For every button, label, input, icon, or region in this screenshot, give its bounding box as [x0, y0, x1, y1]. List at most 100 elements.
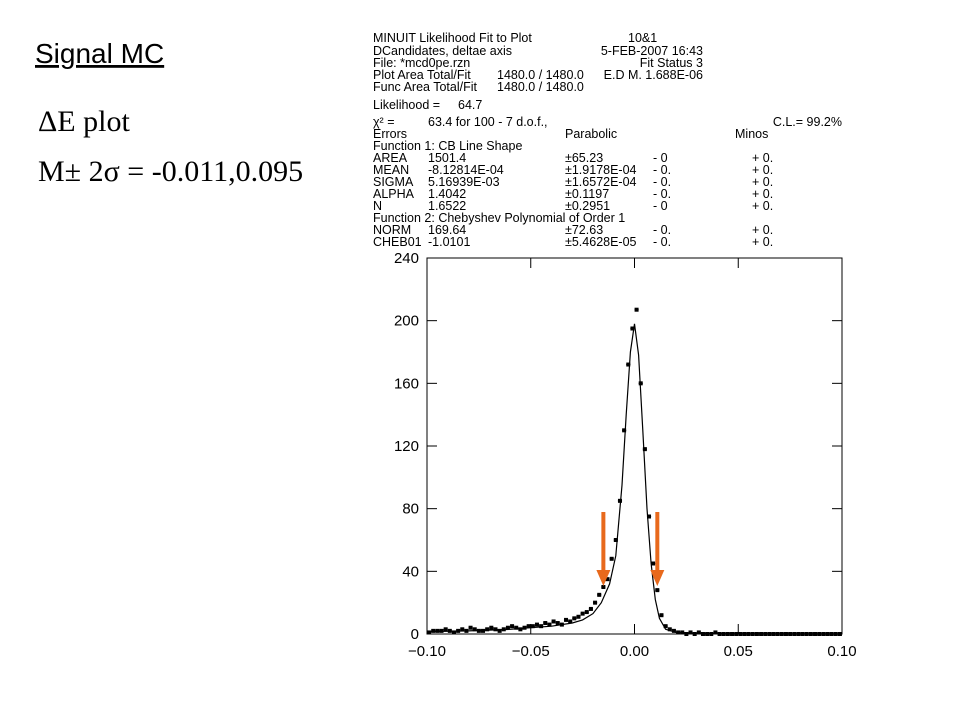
y-tick-label: 160 — [394, 375, 419, 392]
stats-text: + 0. — [752, 223, 773, 237]
stats-text: + 0. — [752, 151, 773, 165]
data-point — [497, 628, 502, 633]
data-point — [626, 362, 631, 367]
stats-text: Func Area Total/Fit — [373, 80, 478, 94]
data-point — [759, 632, 764, 636]
y-tick-label: 40 — [402, 563, 419, 580]
data-point — [622, 428, 627, 433]
stats-text: 1480.0 / 1480.0 — [497, 80, 584, 94]
data-point — [684, 632, 689, 636]
data-point — [555, 621, 560, 626]
stats-text: + 0. — [752, 175, 773, 189]
stats-text: E.D M. 1.688E-06 — [604, 68, 703, 82]
data-point — [659, 613, 664, 618]
stats-text: MINUIT Likelihood Fit to Plot — [373, 31, 532, 45]
stats-text: - 0 — [653, 199, 668, 213]
data-point — [451, 630, 456, 635]
data-point — [717, 632, 722, 636]
data-point — [539, 624, 544, 629]
data-point — [788, 632, 793, 636]
stats-text: 10&1 — [628, 31, 657, 45]
data-point — [630, 326, 635, 331]
stats-text: 169.64 — [428, 223, 466, 237]
stats-text: 1480.0 / 1480.0 — [497, 68, 584, 82]
data-point — [580, 611, 585, 616]
data-point — [638, 381, 643, 386]
data-point — [493, 627, 498, 632]
stats-text: ±65.23 — [565, 151, 603, 165]
fit-curve — [426, 323, 843, 635]
stats-text: 1501.4 — [428, 151, 466, 165]
x-tick-label: 0.00 — [620, 643, 649, 660]
data-point — [800, 632, 805, 636]
stats-text: - 0. — [653, 223, 671, 237]
y-tick-label: 200 — [394, 313, 419, 330]
data-point — [505, 625, 510, 630]
stats-text: C.L.= 99.2% — [773, 115, 842, 129]
stats-text: Errors — [373, 127, 407, 141]
data-point — [642, 447, 647, 452]
data-point — [468, 625, 473, 630]
data-point — [721, 632, 726, 636]
stats-text: 63.4 for 100 - 7 d.o.f., — [428, 115, 548, 129]
data-point — [837, 632, 842, 636]
data-point — [472, 627, 477, 632]
data-point — [456, 628, 461, 633]
data-point — [617, 498, 622, 503]
plot-label: ΔE plot — [38, 105, 130, 138]
stats-text: N — [373, 199, 382, 213]
stats-text: ±0.2951 — [565, 199, 610, 213]
data-point — [767, 632, 772, 636]
data-point — [738, 632, 743, 636]
stats-text: AREA — [373, 151, 408, 165]
range-note: M± 2σ = -0.011,0.095 — [38, 155, 303, 188]
stats-text: MEAN — [373, 163, 409, 177]
data-point — [750, 632, 755, 636]
y-tick-label: 0 — [411, 626, 419, 643]
data-point — [688, 630, 693, 635]
stats-text: Plot Area Total/Fit — [373, 68, 471, 82]
stats-text: ±1.9178E-04 — [565, 163, 637, 177]
data-point — [464, 628, 469, 633]
stats-text: + 0. — [752, 187, 773, 201]
stats-text: - 0. — [653, 175, 671, 189]
data-point — [829, 632, 834, 636]
stats-text: - 0. — [653, 187, 671, 201]
data-point — [605, 577, 610, 582]
stats-text: + 0. — [752, 235, 773, 249]
stats-text: 5-FEB-2007 16:43 — [601, 44, 703, 58]
stats-text: 5.16939E-03 — [428, 175, 500, 189]
stats-text: Parabolic — [565, 127, 617, 141]
data-point — [742, 632, 747, 636]
data-point — [597, 592, 602, 597]
data-point — [443, 627, 448, 632]
data-point — [775, 632, 780, 636]
stats-text: File: *mcd0pe.rzn — [373, 56, 470, 70]
stats-text: Minos — [735, 127, 768, 141]
data-point — [813, 632, 818, 636]
data-point — [667, 627, 672, 632]
data-point — [427, 630, 432, 635]
data-point — [734, 632, 739, 636]
plot-frame — [426, 257, 843, 635]
stats-text: ±1.6572E-04 — [565, 175, 637, 189]
data-point — [817, 632, 822, 636]
data-point — [568, 619, 573, 624]
data-point — [522, 625, 527, 630]
data-point — [510, 624, 515, 629]
stats-text: SIGMA — [373, 175, 414, 189]
data-point — [705, 632, 710, 636]
data-point — [530, 624, 535, 629]
data-point — [447, 628, 452, 633]
data-point — [543, 621, 548, 626]
stats-text: DCandidates, deltae axis — [373, 44, 512, 58]
stats-text: CHEB01 — [373, 235, 422, 249]
stats-text: + 0. — [752, 163, 773, 177]
data-point — [547, 622, 552, 627]
data-point — [792, 632, 797, 636]
data-point — [476, 628, 481, 633]
data-point — [593, 600, 598, 605]
y-tick-label: 240 — [394, 250, 419, 267]
data-point — [808, 632, 813, 636]
